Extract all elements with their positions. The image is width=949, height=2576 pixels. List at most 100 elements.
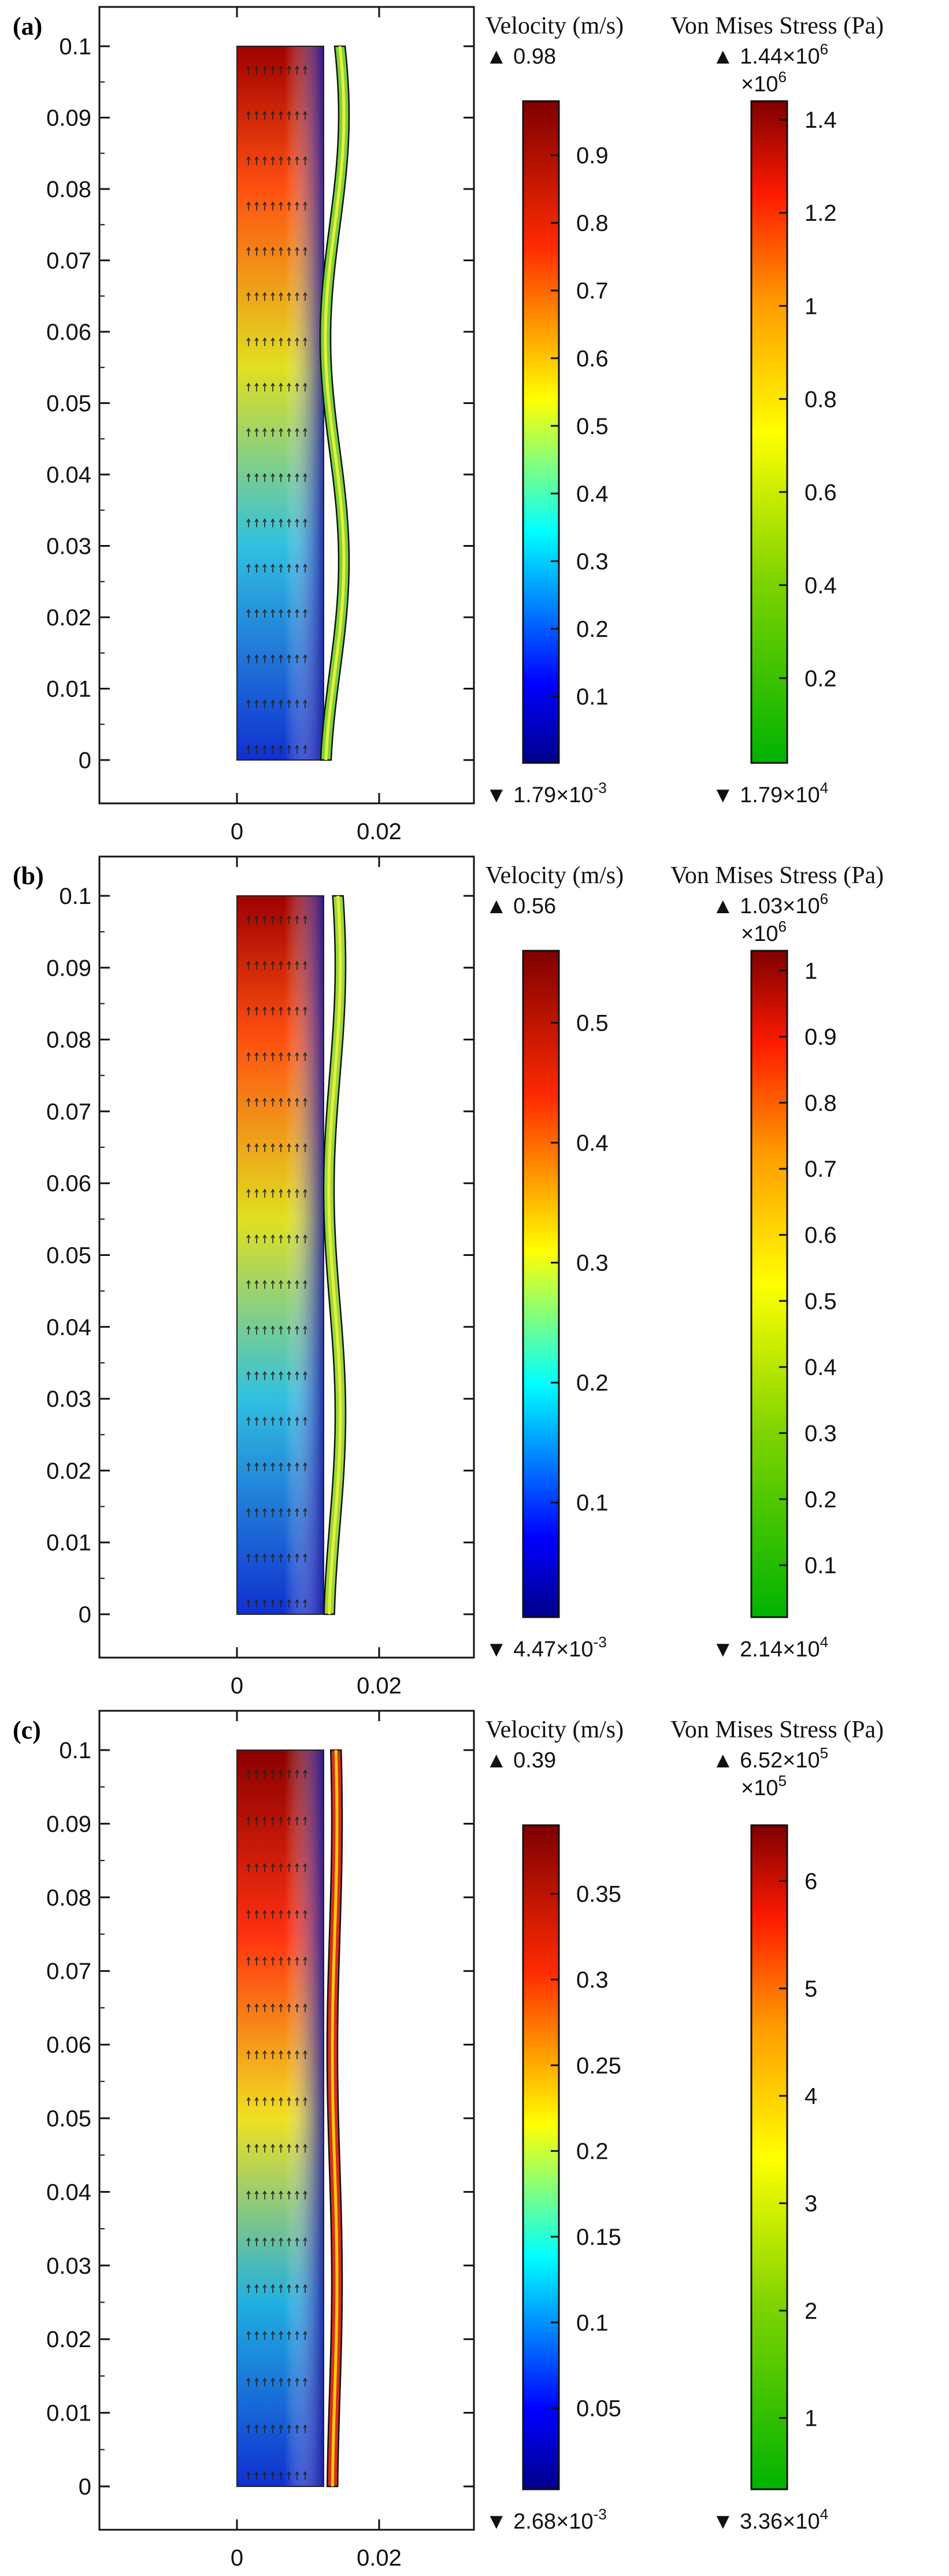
- velocity-arrowhead: [246, 292, 251, 296]
- velocity-arrowhead: [246, 2330, 251, 2335]
- velocity-arrowhead: [295, 1052, 299, 1056]
- velocity-arrowhead: [262, 2003, 267, 2008]
- velocity-cb-label: 0.1: [576, 1491, 609, 1516]
- velocity-arrowhead: [246, 654, 251, 658]
- velocity-arrowhead: [287, 337, 291, 342]
- velocity-max: ▲ 0.39: [485, 1748, 556, 1773]
- velocity-arrowhead: [303, 1143, 307, 1147]
- velocity-arrowhead: [287, 1816, 291, 1821]
- velocity-arrowhead: [287, 2424, 291, 2429]
- velocity-arrowhead: [246, 2377, 251, 2382]
- velocity-arrowhead: [270, 2377, 275, 2382]
- velocity-arrowhead: [287, 1052, 291, 1056]
- velocity-arrowhead: [262, 110, 267, 115]
- velocity-arrowhead: [287, 699, 291, 704]
- y-tick-label: 0.08: [46, 177, 91, 202]
- velocity-colorbar: [522, 1824, 560, 2490]
- velocity-arrowhead: [295, 654, 299, 658]
- stress-cb-label: 0.4: [805, 1355, 837, 1380]
- stress-cb-label: 0.3: [805, 1421, 837, 1447]
- velocity-arrowhead: [295, 2237, 299, 2241]
- x-tick-label: 0.02: [357, 1673, 402, 1699]
- stress-cb-label: 5: [805, 1976, 817, 2002]
- panel-svg: (b) 0.1 0.09 0.08 0.07 0.06 0.05 0.04 0.03 0.02 0.…: [13, 855, 884, 1699]
- stress-cb-label: 1: [805, 958, 817, 984]
- velocity-arrowhead: [270, 609, 275, 613]
- velocity-arrowhead: [270, 1910, 275, 1914]
- velocity-arrowhead: [246, 1052, 251, 1056]
- velocity-arrowhead: [279, 428, 283, 432]
- y-tick-label: 0.09: [46, 955, 91, 981]
- velocity-arrowhead: [270, 1507, 275, 1512]
- y-tick-label: 0.08: [46, 1885, 91, 1911]
- y-tick-label: 0.03: [46, 1387, 91, 1412]
- velocity-arrowhead: [303, 337, 307, 342]
- velocity-arrowhead: [270, 1769, 275, 1774]
- fluid-outline: [236, 1750, 324, 2487]
- velocity-arrowhead: [303, 473, 307, 477]
- velocity-arrowhead: [254, 382, 259, 387]
- velocity-arrowhead: [287, 1143, 291, 1147]
- velocity-arrowhead: [270, 1098, 275, 1102]
- velocity-arrowhead: [279, 961, 283, 965]
- velocity-arrowhead: [295, 1325, 299, 1330]
- velocity-arrowhead: [246, 2471, 251, 2475]
- velocity-arrowhead: [303, 1052, 307, 1056]
- velocity-arrowhead: [254, 1325, 259, 1330]
- velocity-arrowhead: [262, 1507, 267, 1512]
- velocity-arrowhead: [254, 2097, 259, 2101]
- panel-a: (a) 0.1 0.09 0.08 0.07 0.06 0.05 0.04 0.03 0.02 0.…: [0, 0, 949, 850]
- velocity-arrowhead: [254, 609, 259, 613]
- velocity-arrowhead: [270, 110, 275, 115]
- velocity-arrowhead: [279, 65, 283, 70]
- velocity-arrowhead: [246, 1816, 251, 1821]
- velocity-arrowhead: [246, 382, 251, 387]
- velocity-arrowhead: [262, 1234, 267, 1239]
- y-tick-label: 0.09: [46, 1811, 91, 1837]
- velocity-arrowhead: [303, 1956, 307, 1961]
- velocity-arrowhead: [246, 1956, 251, 1961]
- velocity-arrowhead: [295, 1769, 299, 1774]
- velocity-arrowhead: [287, 1234, 291, 1239]
- velocity-arrowhead: [295, 1553, 299, 1558]
- velocity-arrowhead: [246, 2050, 251, 2054]
- velocity-arrowhead: [303, 1816, 307, 1821]
- y-tick-label: 0: [79, 1602, 91, 1628]
- y-tick-label: 0.01: [46, 1530, 91, 1556]
- stress-title: Von Mises Stress (Pa): [670, 13, 884, 39]
- velocity-arrowhead: [254, 2284, 259, 2288]
- velocity-arrowhead: [254, 1816, 259, 1821]
- velocity-arrowhead: [287, 382, 291, 387]
- velocity-arrowhead: [295, 961, 299, 965]
- velocity-arrowhead: [270, 428, 275, 432]
- velocity-arrowhead: [295, 1816, 299, 1821]
- velocity-title: Velocity (m/s): [485, 862, 624, 889]
- velocity-arrowhead: [246, 1769, 251, 1774]
- velocity-cb-label: 0.4: [576, 481, 609, 507]
- velocity-arrowhead: [262, 2284, 267, 2288]
- velocity-arrowhead: [270, 564, 275, 568]
- velocity-arrowhead: [295, 2471, 299, 2475]
- velocity-arrowhead: [262, 1006, 267, 1011]
- x-tick-label: 0: [231, 2545, 243, 2571]
- boundary-layer: [237, 1750, 324, 2486]
- velocity-arrowhead: [262, 2377, 267, 2382]
- velocity-arrowhead: [303, 1910, 307, 1914]
- velocity-arrowhead: [254, 201, 259, 206]
- velocity-arrowhead: [246, 201, 251, 206]
- velocity-arrowhead: [287, 564, 291, 568]
- velocity-arrowhead: [279, 1863, 283, 1867]
- velocity-cb-label: 0.6: [576, 346, 609, 372]
- velocity-arrowhead: [270, 1188, 275, 1193]
- velocity-arrowhead: [279, 473, 283, 477]
- velocity-arrowhead: [295, 1417, 299, 1421]
- velocity-arrowhead: [303, 246, 307, 251]
- stress-cb-label: 0.8: [805, 1091, 837, 1116]
- velocity-arrowhead: [303, 1507, 307, 1512]
- velocity-arrowhead: [303, 2144, 307, 2148]
- velocity-arrowhead: [262, 1863, 267, 1867]
- velocity-arrowhead: [262, 1371, 267, 1376]
- velocity-arrowhead: [246, 337, 251, 342]
- velocity-arrowhead: [270, 156, 275, 161]
- velocity-arrowhead: [303, 564, 307, 568]
